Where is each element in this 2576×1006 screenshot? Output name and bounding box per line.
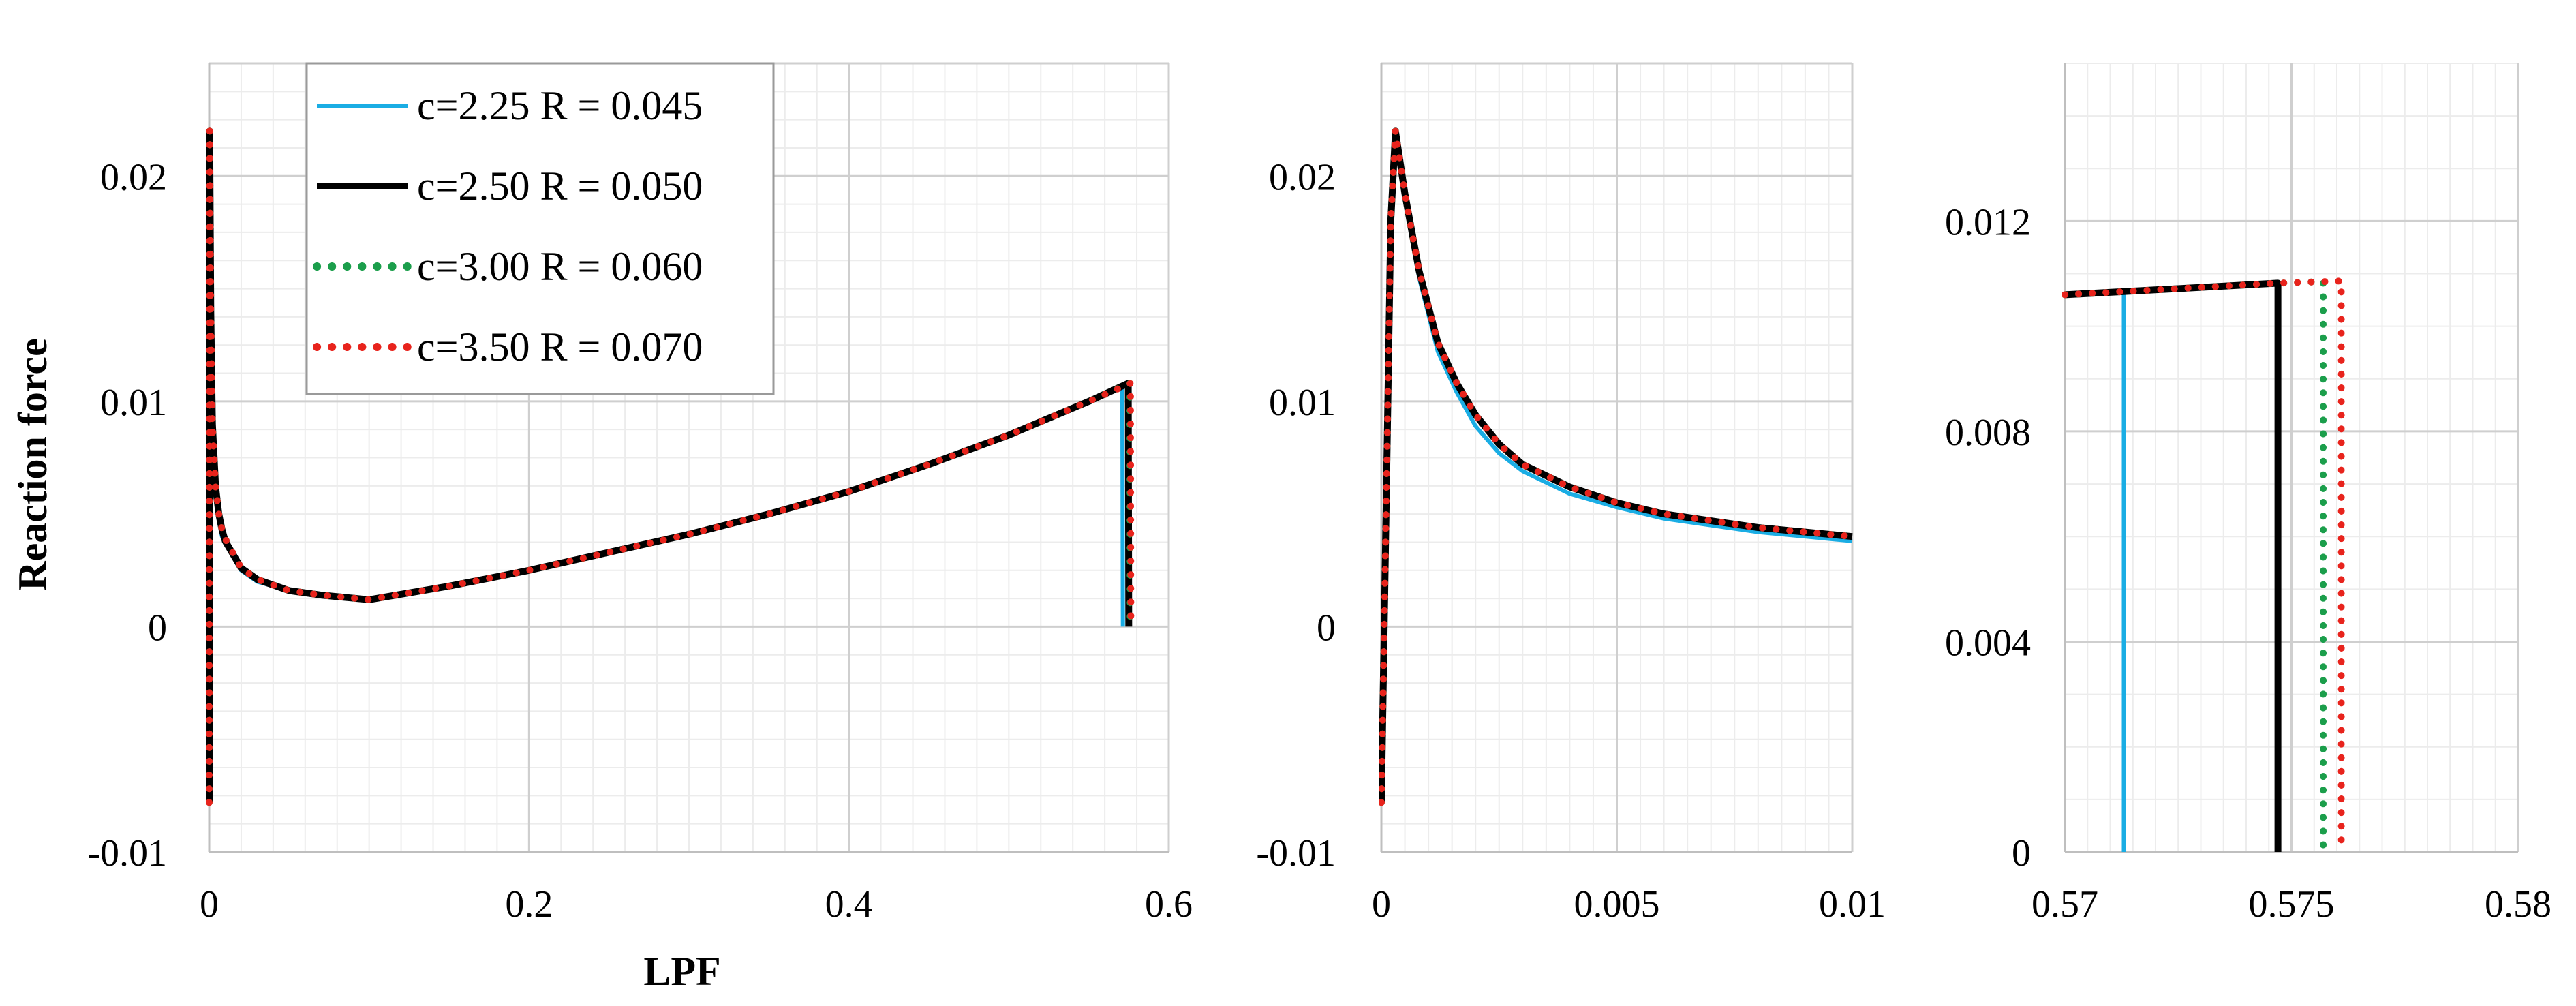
x-tick-label: 0.4: [825, 883, 873, 926]
y-tick-label: 0: [148, 607, 167, 649]
x-tick-label: 0.2: [505, 883, 553, 926]
y-tick-label: 0.012: [1945, 201, 2031, 243]
x-tick-label: 0.005: [1574, 883, 1660, 926]
series-line-1: [2064, 289, 2126, 852]
x-tick-label: 0: [1372, 883, 1391, 926]
series-line-4: [2062, 277, 2345, 855]
y-tick-label: 0.01: [100, 382, 167, 424]
y-tick-label: 0: [1317, 607, 1336, 649]
y-tick-label: 0.004: [1945, 622, 2031, 664]
legend-label-3: c=3.00 R = 0.060: [417, 244, 703, 289]
y-axis-title: Reaction force: [10, 338, 55, 590]
series-line-4: [1379, 127, 1855, 806]
legend-label-2: c=2.50 R = 0.050: [417, 164, 703, 209]
series-group: [2062, 277, 2345, 855]
y-tick-label: 0.008: [1945, 412, 2031, 454]
x-tick-label: 0.58: [2485, 883, 2551, 926]
y-tick-label: 0.01: [1269, 382, 1336, 424]
y-tick-label: -0.01: [1256, 832, 1336, 874]
y-tick-label: 0.02: [1269, 156, 1336, 198]
legend-label-1: c=2.25 R = 0.045: [417, 83, 703, 128]
x-tick-label: 0.57: [2031, 883, 2098, 926]
y-tick-label: 0.02: [100, 156, 167, 198]
y-tick-label: 0: [2012, 832, 2031, 874]
legend-label-4: c=3.50 R = 0.070: [417, 324, 703, 369]
legend-box: [305, 62, 775, 395]
chart-panel-2: 0 0.005 0.01 -0.01 0 0.01 0.02: [1256, 62, 1886, 926]
chart-panel-3: 0.57 0.575 0.58 0 0.004 0.008 0.012: [1945, 63, 2551, 926]
x-tick-label: 0.6: [1145, 883, 1193, 926]
chart-panel-1: 0 0.2 0.4 0.6 -0.01 0 0.01 0.02 LPF Reaction forc…: [10, 62, 1193, 994]
series-line-4: [206, 127, 1135, 806]
y-tick-label: -0.01: [87, 832, 167, 874]
x-tick-label: 0: [200, 883, 219, 926]
series-group: [1379, 127, 1855, 806]
x-tick-label: 0.575: [2249, 883, 2335, 926]
legend: c=2.25 R = 0.045 c=2.50 R = 0.050 c=3.00 R…: [305, 62, 775, 395]
series-line-3: [2062, 278, 2327, 855]
series-group: [206, 127, 1135, 806]
x-axis-title: LPF: [643, 949, 720, 994]
x-tick-label: 0.01: [1819, 883, 1886, 926]
